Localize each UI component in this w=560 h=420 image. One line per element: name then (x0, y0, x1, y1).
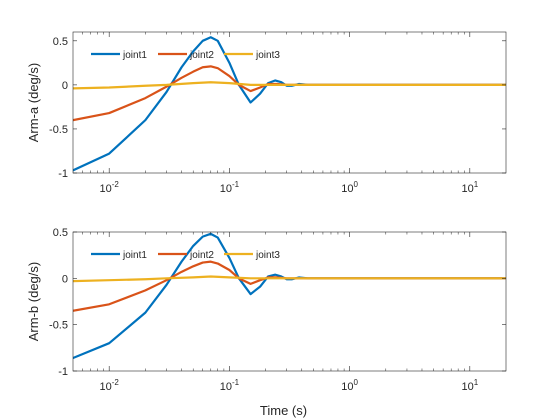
legend-label-joint3: joint3 (255, 250, 280, 261)
plot-area (73, 32, 506, 173)
series-group (73, 232, 506, 360)
series-group (73, 36, 506, 172)
series-line-joint3 (73, 275, 506, 283)
x-tick-label: 101 (461, 378, 478, 393)
chart-panel-1: -1 -0.5 0 0.5 10-2 10-1 100 101 Arm-a (deg/s) joi… (26, 31, 507, 195)
y-axis-label: Arm-a (deg/s) (26, 63, 41, 142)
axes-frame (72, 31, 507, 174)
series-line-joint3 (73, 81, 506, 90)
legend-label-joint1: joint1 (122, 250, 147, 261)
y-axis-label: Arm-b (deg/s) (26, 262, 41, 341)
legend-label-joint2: joint2 (189, 50, 214, 61)
legend: joint1 joint2 joint3 (91, 250, 280, 261)
x-tick-label: 100 (341, 180, 358, 195)
axes-frame (72, 231, 507, 372)
y-tick-label: 0.5 (53, 227, 68, 239)
legend: joint1 joint2 joint3 (91, 50, 280, 61)
x-tick-label: 100 (341, 378, 358, 393)
x-axis-label: Time (s) (260, 403, 307, 418)
x-tick-label: 10-2 (99, 180, 119, 195)
y-tick-label: 0.5 (53, 36, 68, 48)
x-tick-label: 10-1 (220, 180, 240, 195)
legend-label-joint3: joint3 (255, 50, 280, 61)
y-tick-label: -0.5 (49, 124, 68, 136)
y-tick-label: -1 (58, 168, 68, 180)
plot-area (73, 232, 506, 371)
x-tick-label: 10-2 (99, 378, 119, 393)
y-tick-label: 0 (62, 273, 68, 285)
legend-label-joint1: joint1 (122, 50, 147, 61)
legend-label-joint2: joint2 (189, 250, 214, 261)
y-tick-label: -1 (58, 366, 68, 378)
chart-panel-2: -1 -0.5 0 0.5 10-2 10-1 100 101 Arm-b (deg/s) Tim… (26, 227, 507, 418)
x-tick-label: 10-1 (220, 378, 240, 393)
y-tick-label: -0.5 (49, 320, 68, 332)
y-tick-label: 0 (62, 80, 68, 92)
x-tick-label: 101 (461, 180, 478, 195)
